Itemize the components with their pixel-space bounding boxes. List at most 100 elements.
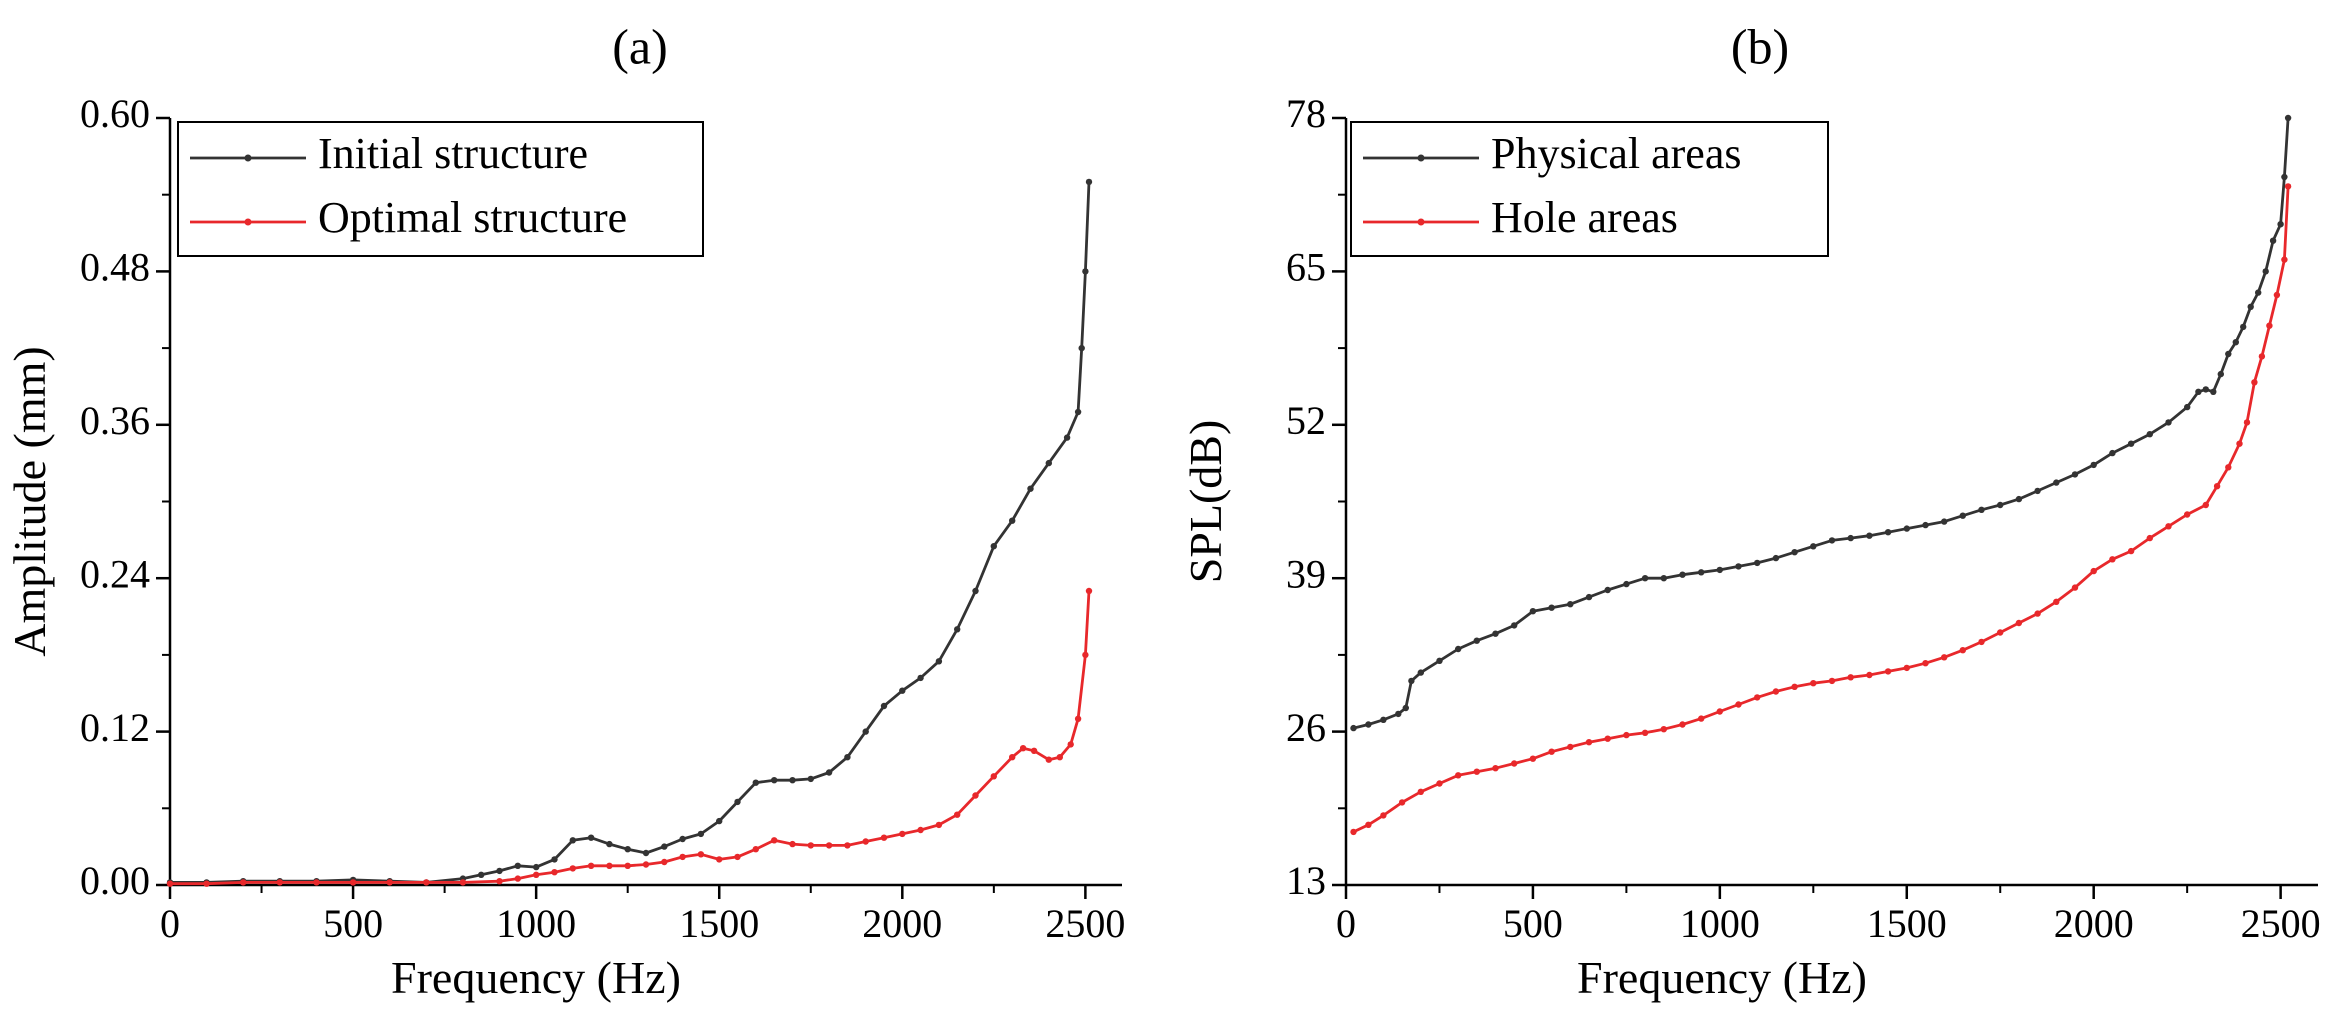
panel-a-series-2-point: [862, 838, 869, 845]
panel-a-series-1-point: [551, 856, 558, 863]
panel-b-y-tick-label: 39: [1286, 551, 1326, 596]
panel-b-series-1-point: [2284, 114, 2292, 122]
panel-a-series-2-point: [514, 875, 521, 882]
panel-a-series-2-point: [1085, 587, 1093, 595]
panel-b-x-tick-label: 1000: [1680, 901, 1760, 946]
panel-b-series-1-point: [1473, 637, 1481, 644]
panel-b-series-1-point: [1350, 724, 1357, 732]
panel-a-series-2-point: [1056, 754, 1064, 761]
panel-b-series-2-point: [1847, 674, 1854, 681]
panel-b-series-1-point: [1365, 721, 1372, 728]
panel-a-series-2-point: [771, 837, 778, 844]
panel-a-series-2-point: [716, 856, 723, 863]
panel-b-series-1-point: [1922, 521, 1929, 529]
panel-b-series-2-point: [1735, 701, 1742, 708]
panel-a-y-tick-label: 0.36: [80, 398, 150, 443]
panel-b-series-1-point: [2015, 495, 2023, 503]
panel-b-series-2-point: [2266, 322, 2273, 329]
panel-b-series-2-point: [1548, 748, 1555, 755]
panel-b-series-1-point: [1698, 569, 1705, 576]
panel-a-series-1-point: [899, 687, 906, 694]
panel-a-series-2-point: [1030, 747, 1038, 754]
panel-a-series-2-point: [1082, 651, 1089, 659]
panel-a-series-2-point: [807, 842, 814, 849]
panel-b-series-2-point: [1772, 688, 1780, 695]
panel-b-series-2-point: [2258, 353, 2266, 360]
panel-b-series-1-point: [2262, 268, 2269, 275]
panel-b-series-1-point: [1978, 506, 1985, 513]
panel-b-series-2-point: [1567, 743, 1574, 751]
panel-b-series-2-point: [1365, 821, 1372, 828]
panel-a-series-1-point: [771, 777, 778, 784]
panel-b-series-2-point: [1585, 739, 1593, 746]
panel-b-series-1-point: [1402, 704, 1410, 712]
panel-b-series-1-point: [1529, 608, 1537, 615]
panel-b-x-tick-label: 500: [1503, 901, 1563, 946]
panel-a-series-1-point: [1009, 517, 1016, 524]
panel-a-series-1-point: [533, 863, 540, 871]
panel-a-series-1-point: [734, 798, 741, 806]
panel-b-series-2-point: [1604, 735, 1611, 742]
panel-b-legend-label-2: Hole areas: [1491, 193, 1678, 242]
panel-b-series-1-point: [1791, 549, 1798, 556]
panel-b-series-1-point: [1604, 586, 1611, 594]
panel-b-series-2-point: [1716, 708, 1724, 715]
panel-b-series-1-point: [1623, 580, 1630, 588]
panel-b-series-2-point: [1828, 677, 1836, 685]
panel-a-series-2-point: [203, 880, 210, 887]
panel-b-series-2-point: [1473, 768, 1481, 775]
panel-a-series-1-point: [1027, 485, 1034, 492]
panel-b-series-2-point: [2034, 610, 2041, 617]
panel-a-series-1-point: [661, 843, 668, 850]
panel-b-series-1-point: [1679, 571, 1686, 578]
panel-b-x-tick-label: 1500: [1867, 901, 1947, 946]
panel-b-chart: (b) 0 500 1000 1500 2000 2500 13 26 39 52 65 78 Frequ…: [1180, 18, 2321, 1003]
panel-a-series-2-point: [661, 858, 668, 866]
panel-b-y-tick-label: 26: [1286, 705, 1326, 750]
panel-b-series-2-point: [1511, 760, 1518, 767]
panel-b-series-2-point: [2273, 291, 2281, 299]
panel-b-series-1-point: [2277, 221, 2284, 228]
panel-b-series-1-point: [2165, 419, 2172, 426]
panel-b-series-1-point: [1997, 501, 2004, 509]
panel-b-series-2-point: [1436, 780, 1443, 787]
panel-b-series-2-point: [1398, 799, 1406, 806]
panel-a-x-axis-label: Frequency (Hz): [391, 952, 681, 1003]
panel-b-series-1-point: [1567, 601, 1574, 608]
panel-a-series-1-point: [569, 837, 576, 844]
panel-b-series-1-point: [2184, 403, 2191, 411]
panel-a-series-2-point: [459, 879, 467, 886]
panel-b-series-line-1: [1353, 117, 2290, 730]
panel-a-legend-marker-1: [244, 154, 252, 162]
panel-a-series-line-1: [170, 181, 1091, 884]
panel-b-y-tick-label: 78: [1286, 91, 1326, 136]
panel-a-series-1-point: [972, 587, 979, 595]
panel-a-series-1-point: [587, 834, 595, 841]
panel-a-series-2-point: [954, 811, 961, 818]
panel-a-series-1-point: [1063, 434, 1071, 441]
panel-a-series-2-point: [1019, 745, 1027, 752]
panel-a-series-1-point: [606, 840, 613, 848]
panel-b-y-tick-label: 65: [1286, 245, 1326, 290]
panel-a-series-2-point: [276, 879, 283, 886]
panel-b-series-2-point: [2251, 379, 2258, 386]
panel-b-series-2-point: [2281, 256, 2288, 263]
panel-b-series-1-point: [2202, 386, 2209, 393]
panel-b-series-2-point: [1754, 694, 1761, 701]
panel-b-series-2-point: [2184, 511, 2191, 518]
panel-a-y-tick-label: 0.00: [80, 858, 150, 903]
panel-b-series-1-point: [1828, 537, 1836, 544]
panel-b-legend-box: [1350, 121, 1829, 257]
panel-a-series-1-point: [1074, 408, 1082, 416]
panel-a-series-2-point: [734, 853, 741, 861]
panel-b-series-2-point: [1380, 812, 1387, 819]
panel-a-series-1-point: [679, 835, 686, 843]
panel-b-series-1-point: [1810, 543, 1817, 550]
panel-a-series-1-point: [624, 846, 631, 853]
panel-b-series-1-point: [1408, 677, 1415, 685]
panel-b-series-2-point: [1922, 660, 1929, 667]
panel-a-y-tick-label: 0.12: [80, 705, 150, 750]
panel-b-series-1-point: [2255, 289, 2262, 296]
panel-a-series-1-point: [862, 728, 869, 735]
panel-a-series-1-point: [1082, 268, 1089, 275]
